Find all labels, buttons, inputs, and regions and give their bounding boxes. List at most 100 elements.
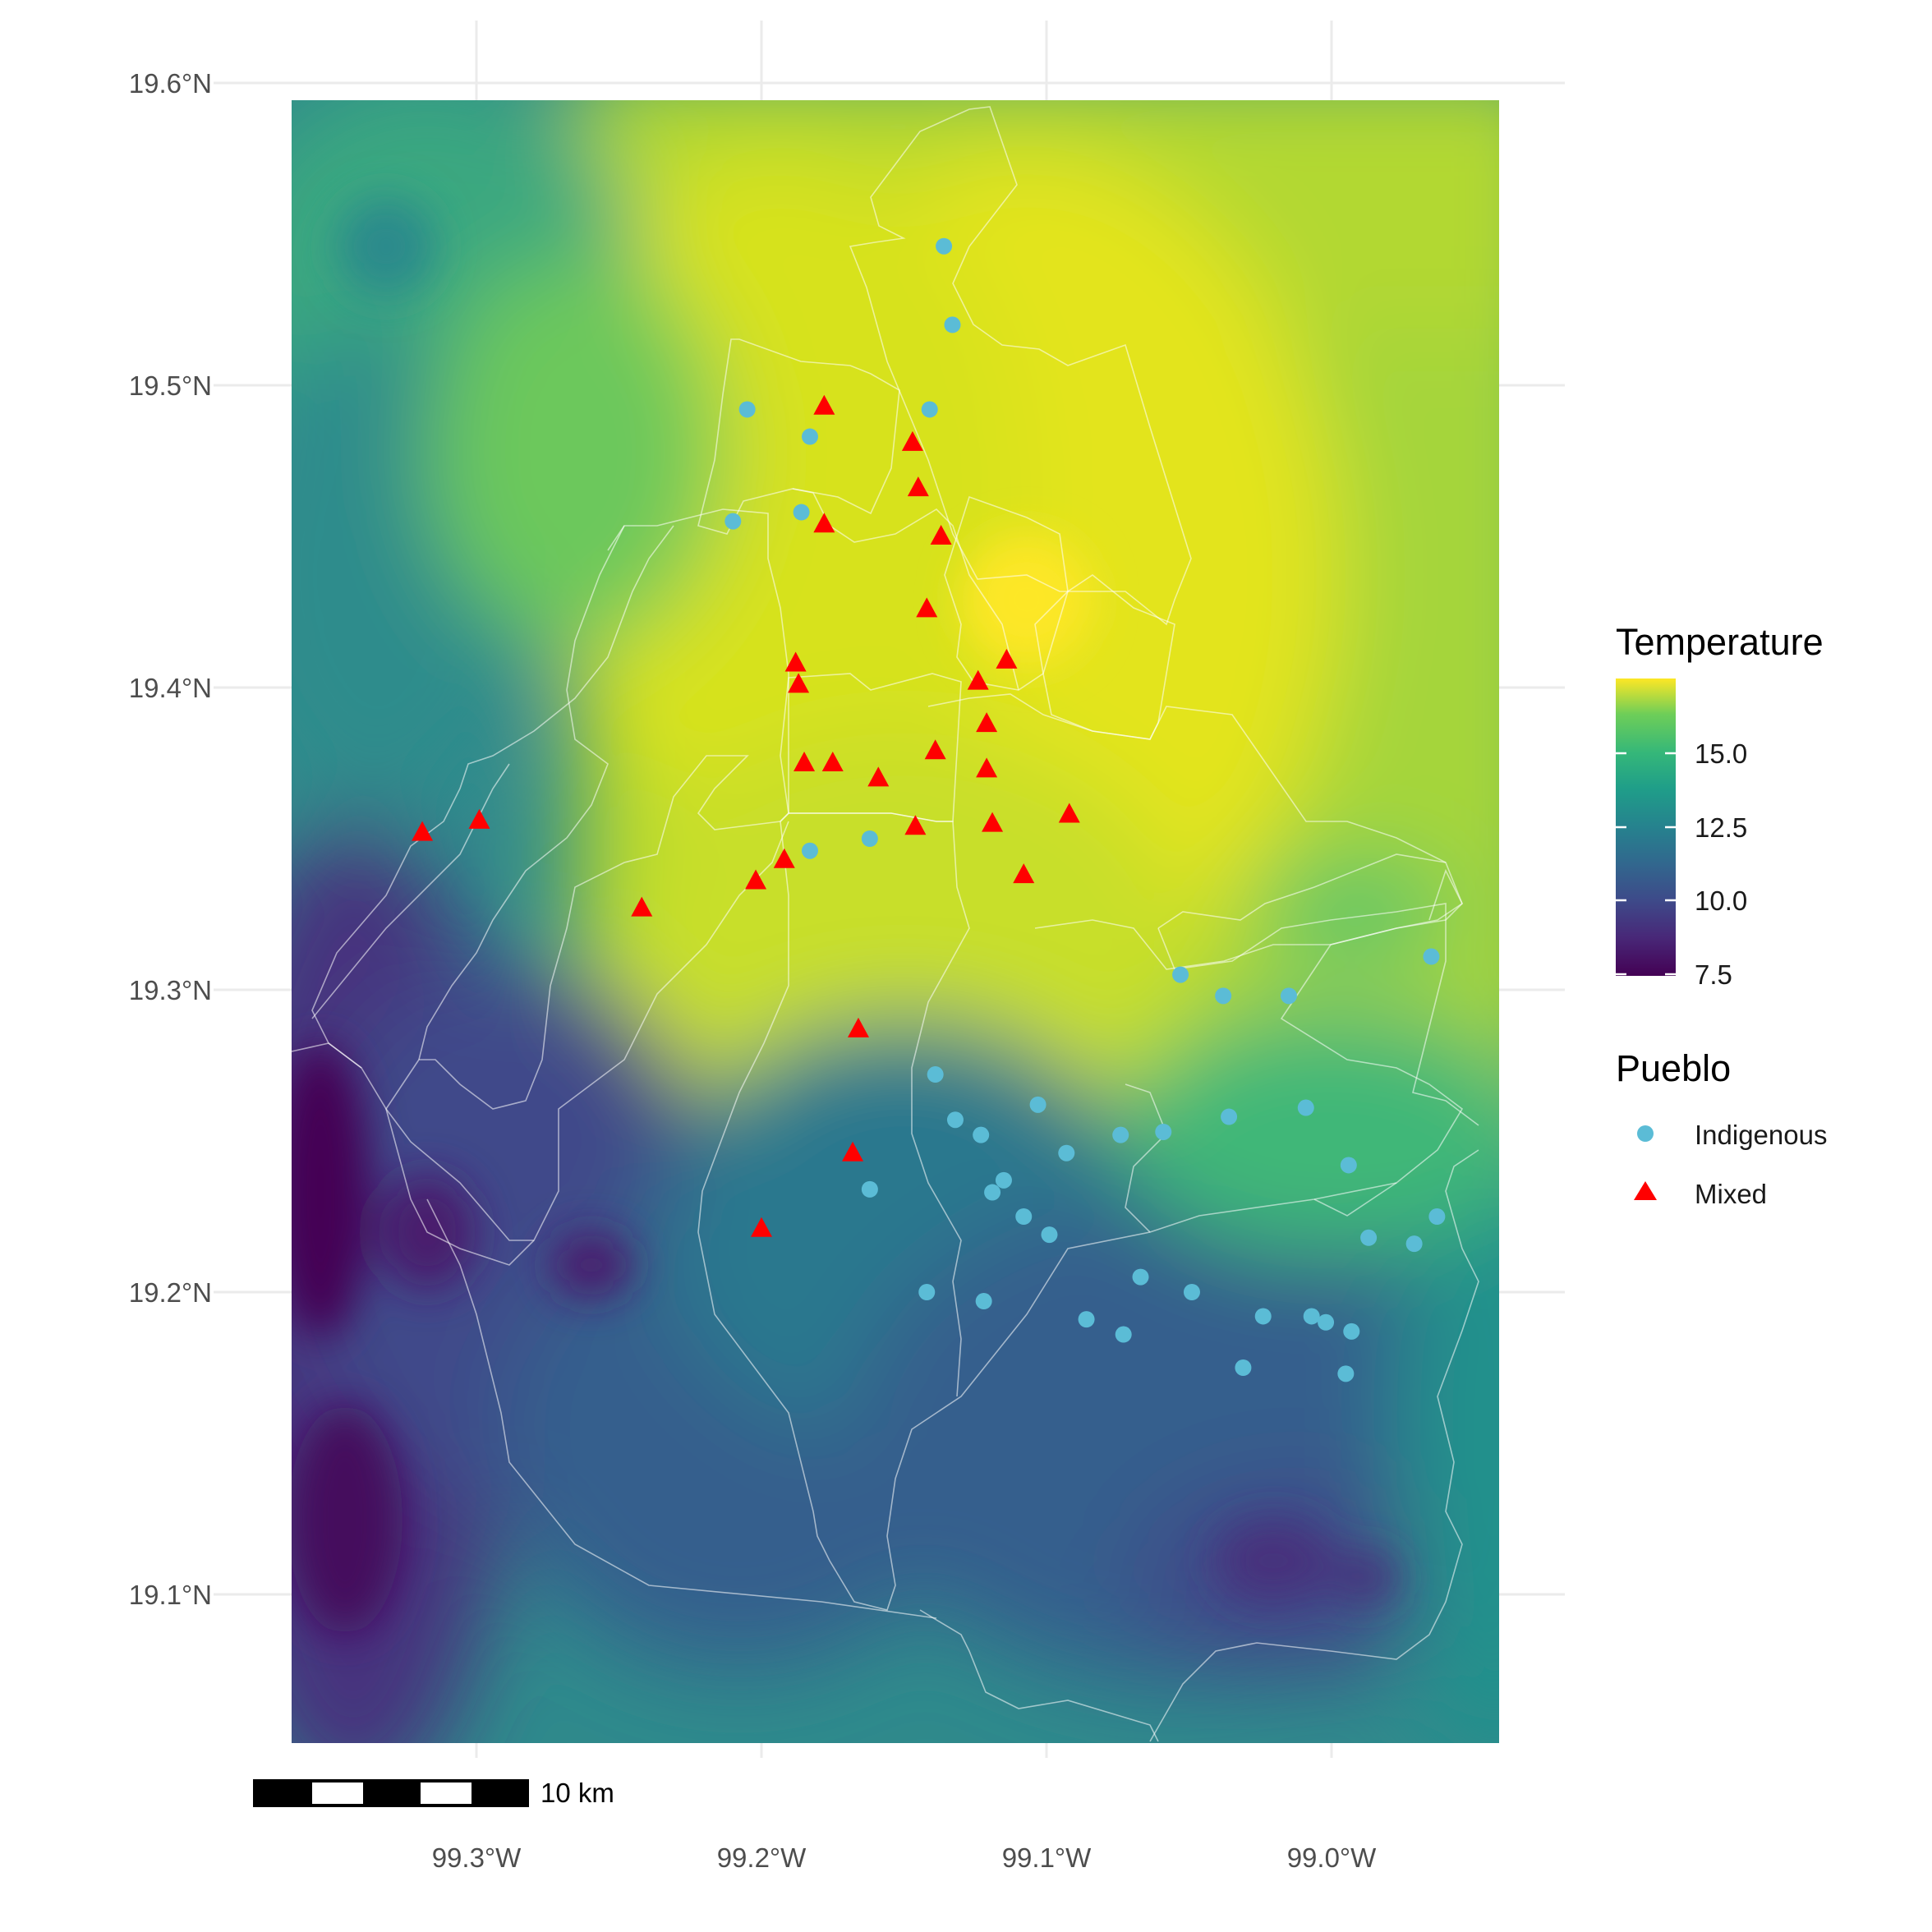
x-tick-label: 99.0°W (1287, 1842, 1377, 1873)
indigenous-legend-label: Indigenous (1695, 1120, 1827, 1150)
mixed-point (745, 869, 767, 890)
y-tick-label: 19.6°N (129, 68, 212, 99)
indigenous-point (801, 428, 818, 445)
indigenous-point (1172, 966, 1189, 983)
indigenous-point (936, 237, 953, 255)
indigenous-legend-icon (1637, 1125, 1654, 1142)
temperature-raster (292, 100, 1499, 1743)
indigenous-point (793, 504, 810, 521)
mixed-point (751, 1217, 772, 1237)
mixed-point (904, 815, 927, 835)
mixed-point (1013, 863, 1035, 884)
x-axis-labels: 99.3°W 99.2°W 99.1°W 99.0°W (432, 1842, 1377, 1873)
mixed-point (916, 597, 938, 618)
indigenous-point (944, 316, 961, 334)
mixed-point (976, 712, 998, 733)
indigenous-point (861, 830, 878, 847)
indigenous-point (1254, 1308, 1272, 1325)
mixed-point (901, 430, 923, 451)
indigenous-point (1183, 1284, 1200, 1300)
indigenous-point (918, 1284, 936, 1300)
indigenous-point (1423, 948, 1440, 965)
mixed-point (468, 808, 490, 829)
y-tick-label: 19.4°N (129, 673, 212, 703)
x-tick-label: 99.2°W (717, 1842, 807, 1873)
indigenous-point (861, 1180, 878, 1198)
indigenous-point (1215, 987, 1232, 1005)
x-tick-label: 99.3°W (432, 1842, 522, 1873)
indigenous-point (1318, 1313, 1335, 1331)
indigenous-point (1340, 1157, 1357, 1174)
scale-bar-label: 10 km (540, 1778, 614, 1808)
mixed-legend-icon (1634, 1181, 1657, 1200)
y-tick-label: 19.1°N (129, 1580, 212, 1610)
indigenous-point (1155, 1123, 1172, 1140)
indigenous-point (1235, 1359, 1252, 1376)
indigenous-point (801, 842, 818, 859)
pueblo-points (412, 237, 1446, 1382)
mixed-point (982, 812, 1004, 832)
mixed-point (631, 896, 653, 917)
temperature-tick-label: 10.0 (1695, 886, 1747, 916)
indigenous-point (738, 401, 756, 418)
pueblo-legend: Pueblo Indigenous Mixed (1616, 1047, 1827, 1209)
indigenous-point (984, 1184, 1001, 1201)
mixed-point (842, 1141, 864, 1162)
indigenous-point (1303, 1308, 1320, 1325)
indigenous-point (946, 1111, 964, 1129)
indigenous-point (975, 1293, 992, 1310)
mixed-point (976, 757, 998, 778)
indigenous-point (1112, 1126, 1129, 1143)
y-tick-label: 19.3°N (129, 975, 212, 1005)
indigenous-point (1058, 1144, 1075, 1162)
indigenous-point (1078, 1311, 1095, 1328)
temperature-tick-label: 15.0 (1695, 738, 1747, 769)
pueblo-legend-title: Pueblo (1616, 1047, 1731, 1089)
mixed-point (1058, 803, 1080, 823)
mixed-point (967, 669, 989, 690)
mixed-legend-label: Mixed (1695, 1179, 1767, 1209)
indigenous-point (1029, 1096, 1046, 1113)
indigenous-point (1132, 1268, 1149, 1286)
indigenous-point (1115, 1326, 1132, 1343)
temperature-legend: Temperature 15.0 12.5 10.0 7.5 (1616, 621, 1824, 990)
mixed-point (821, 752, 844, 771)
indigenous-point (1428, 1208, 1446, 1225)
mixed-point (412, 821, 434, 841)
mixed-point (924, 739, 946, 760)
mixed-point (907, 476, 929, 497)
y-tick-label: 19.2°N (129, 1277, 212, 1308)
temperature-legend-title: Temperature (1616, 621, 1824, 663)
temperature-tick-label: 12.5 (1695, 812, 1747, 843)
indigenous-point (1337, 1365, 1355, 1382)
mixed-point (813, 513, 835, 533)
indigenous-point (927, 1066, 944, 1083)
y-axis-labels: 19.1°N 19.2°N 19.3°N 19.4°N 19.5°N 19.6°N (129, 68, 212, 1610)
indigenous-point (1221, 1108, 1238, 1125)
mixed-point (813, 394, 835, 415)
municipality-boundaries (291, 106, 1479, 1742)
indigenous-point (1297, 1099, 1314, 1116)
y-tick-label: 19.5°N (129, 370, 212, 401)
indigenous-point (724, 513, 742, 530)
indigenous-point (1041, 1226, 1058, 1244)
indigenous-point (921, 401, 938, 418)
mixed-point (996, 648, 1018, 669)
indigenous-point (1015, 1208, 1033, 1225)
scale-bar: 10 km (253, 1778, 614, 1808)
mixed-point (773, 848, 795, 868)
indigenous-point (1280, 987, 1297, 1005)
mixed-point (784, 651, 807, 672)
x-tick-label: 99.1°W (1002, 1842, 1092, 1873)
mixed-point (930, 525, 952, 545)
mixed-point (867, 766, 890, 787)
indigenous-point (1360, 1229, 1378, 1246)
mixed-point (847, 1017, 869, 1037)
mixed-point (794, 752, 816, 771)
temperature-tick-label: 7.5 (1695, 959, 1732, 990)
indigenous-point (995, 1171, 1012, 1189)
mixed-point (788, 673, 810, 693)
indigenous-point (973, 1126, 990, 1143)
indigenous-point (1405, 1235, 1423, 1253)
